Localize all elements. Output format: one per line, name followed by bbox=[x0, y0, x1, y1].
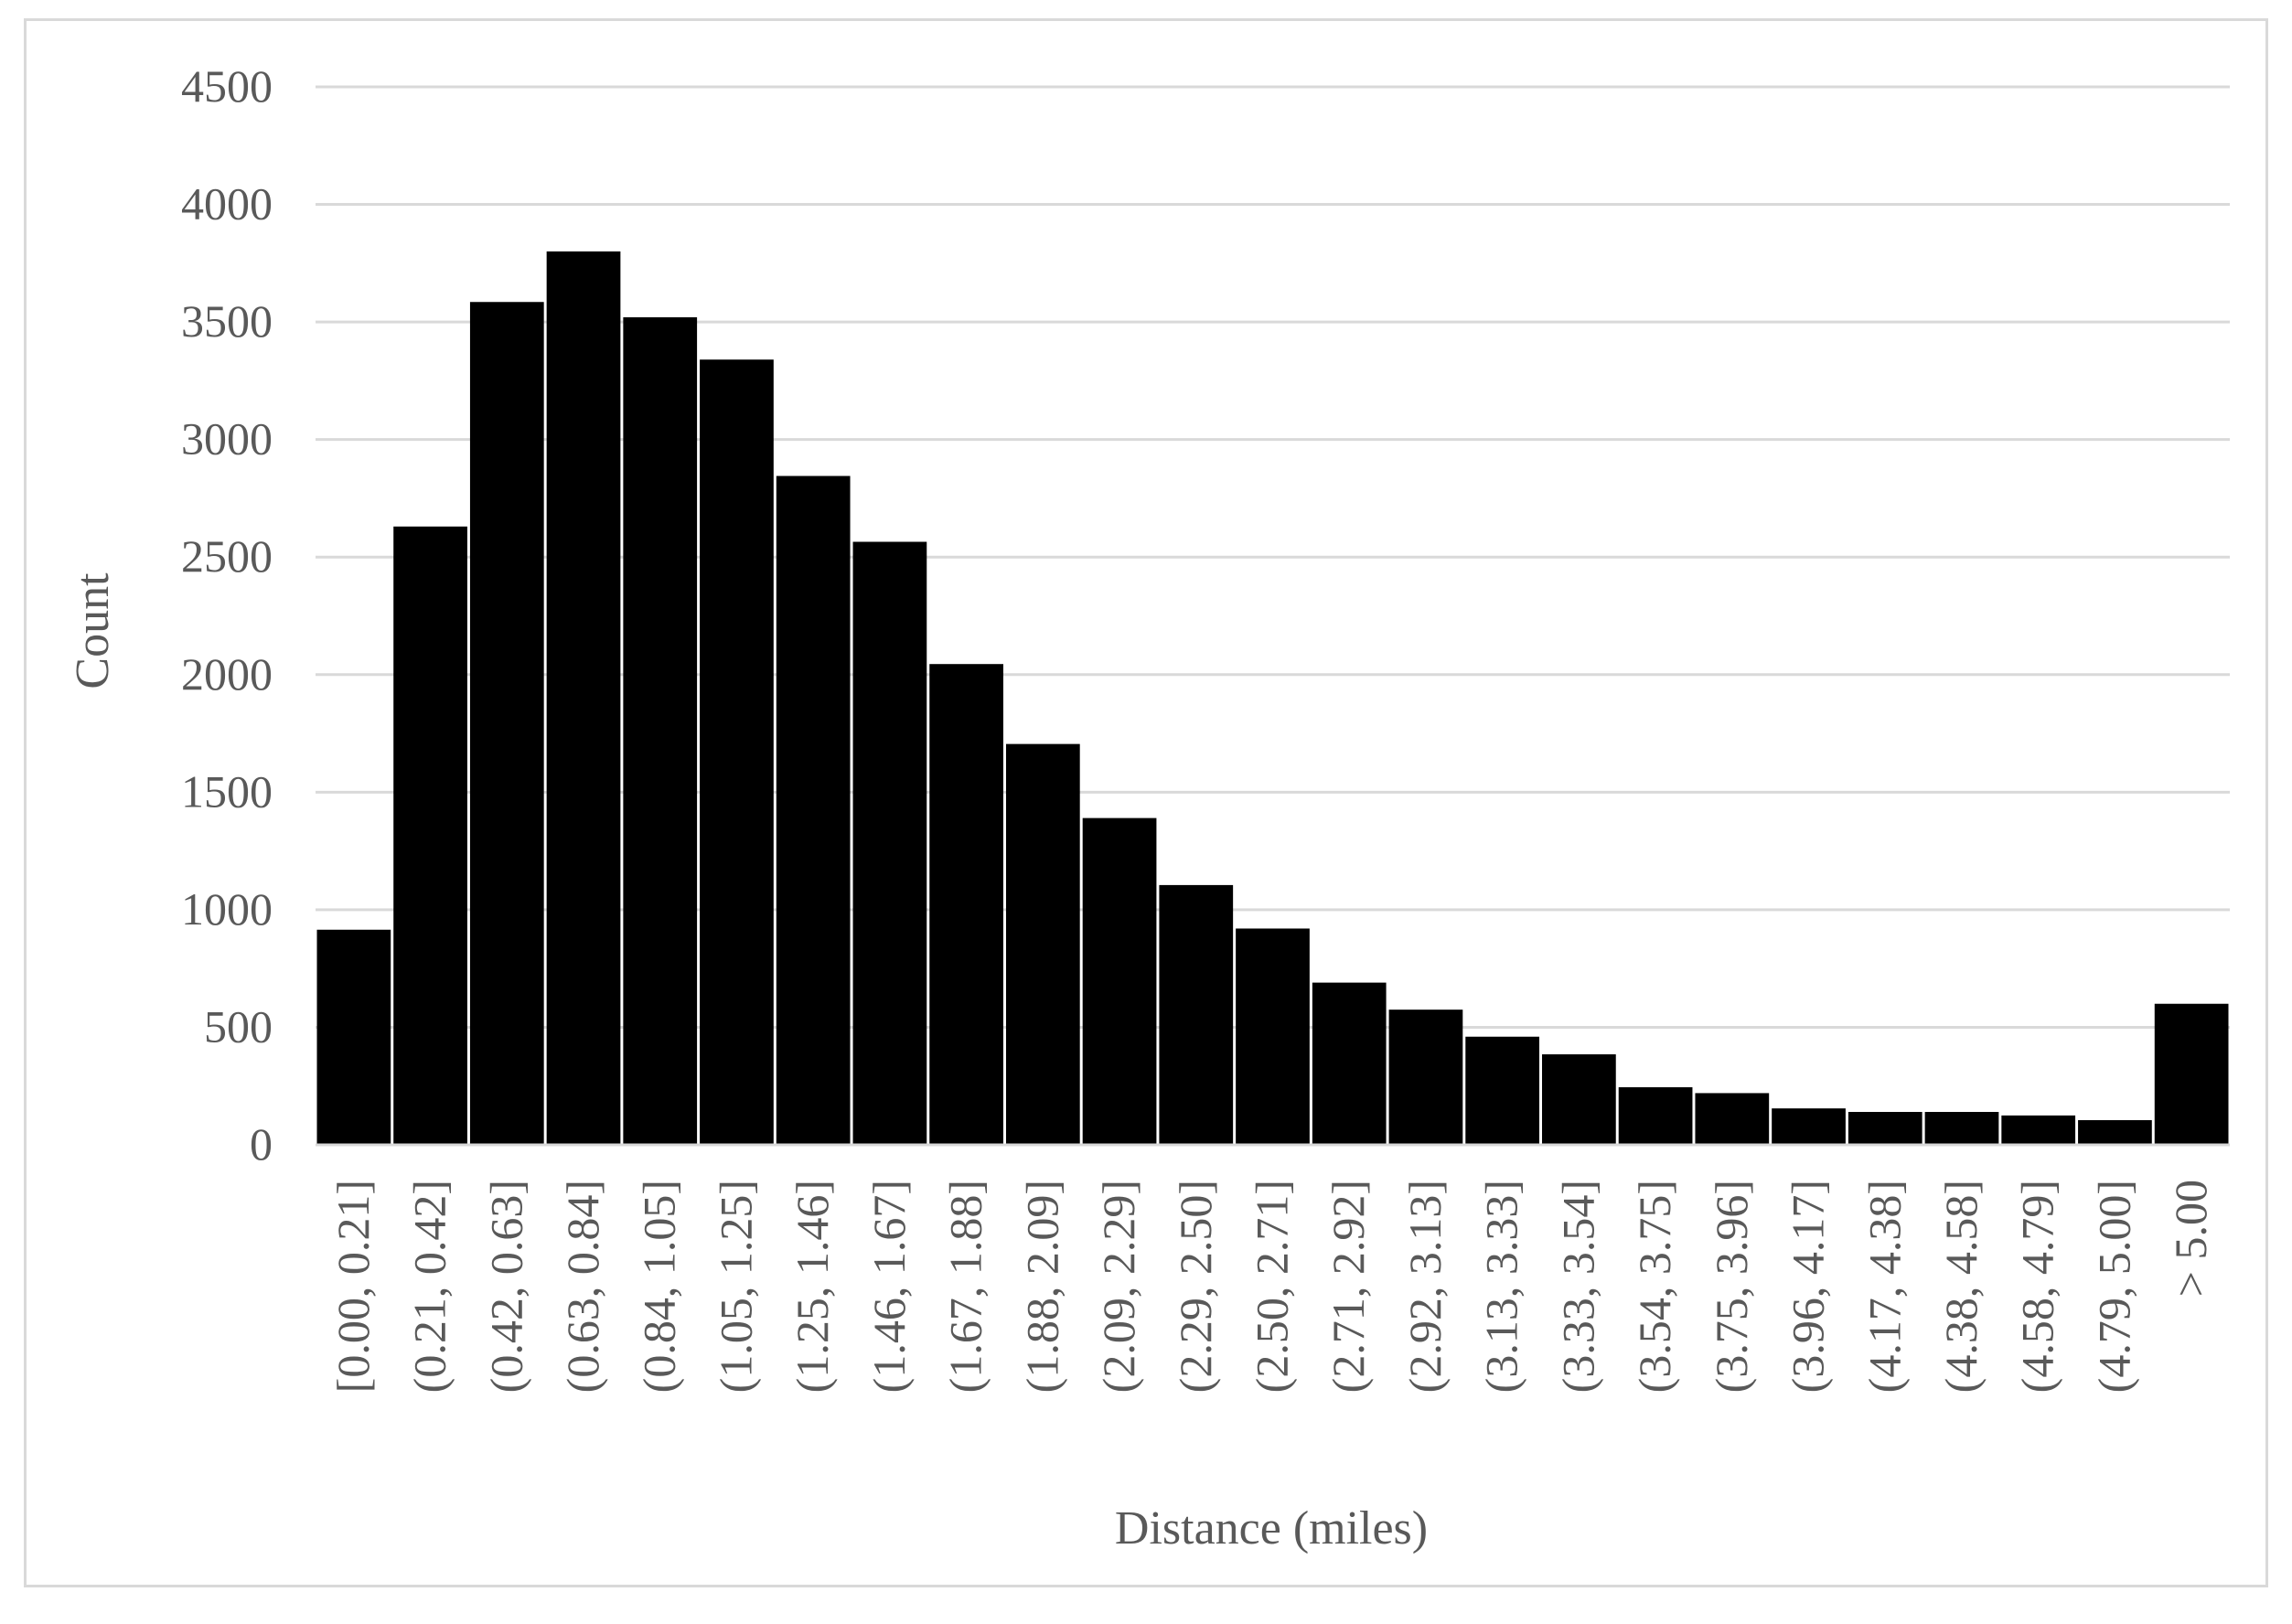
bar bbox=[1236, 928, 1310, 1145]
x-tick-label: (1.88, 2.09] bbox=[1016, 1180, 1067, 1393]
bar bbox=[776, 475, 851, 1145]
x-tick-label: (1.05, 1.25] bbox=[710, 1180, 761, 1393]
x-tick-label: (3.54, 3.75] bbox=[1629, 1180, 1680, 1393]
bar bbox=[852, 541, 927, 1145]
x-tick-label: (0.21, 0.42] bbox=[404, 1180, 455, 1393]
bar bbox=[1005, 743, 1080, 1145]
bar bbox=[1695, 1093, 1770, 1145]
x-tick-label: (3.96, 4.17] bbox=[1783, 1180, 1834, 1393]
bar bbox=[1772, 1108, 1846, 1145]
x-tick-label: (2.09, 2.29] bbox=[1093, 1180, 1144, 1393]
y-tick-label: 500 bbox=[204, 1000, 273, 1052]
bar bbox=[1159, 884, 1234, 1145]
y-tick-label: 1000 bbox=[181, 883, 273, 935]
y-tick-label: 4500 bbox=[181, 60, 273, 112]
bar bbox=[316, 929, 391, 1145]
bar bbox=[2001, 1115, 2076, 1145]
bar bbox=[929, 664, 1003, 1145]
y-tick-label: 2000 bbox=[181, 648, 273, 700]
x-tick-label: (2.71, 2.92] bbox=[1323, 1180, 1374, 1393]
y-tick-label: 2500 bbox=[181, 530, 273, 582]
x-tick-label: (3.75, 3.96] bbox=[1706, 1180, 1757, 1393]
x-tick-label: (1.46, 1.67] bbox=[863, 1180, 915, 1393]
x-tick-label: (4.79, 5.00] bbox=[2088, 1180, 2139, 1393]
bar bbox=[546, 251, 621, 1145]
x-tick-label: > 5.00 bbox=[2165, 1180, 2216, 1297]
y-tick-label: 3500 bbox=[181, 295, 273, 347]
bar bbox=[2078, 1120, 2152, 1145]
x-tick-label: [0.00, 0.21] bbox=[327, 1180, 379, 1393]
x-tick-label: (1.25, 1.46] bbox=[787, 1180, 838, 1393]
bars bbox=[316, 251, 2229, 1146]
x-tick-label: (4.58, 4.79] bbox=[2012, 1180, 2063, 1393]
y-tick-label: 1500 bbox=[181, 765, 273, 817]
bar bbox=[1924, 1112, 1999, 1145]
bar bbox=[1388, 1010, 1463, 1145]
y-tick-labels: 0 500 1000 1500 2000 2500 3000 3500 4000 4500 bbox=[181, 60, 273, 1170]
x-axis-label: Distance (miles) bbox=[1115, 1502, 1428, 1555]
bar bbox=[1312, 982, 1387, 1145]
x-tick-label: (2.92, 3.13] bbox=[1399, 1180, 1451, 1393]
bar bbox=[1618, 1087, 1693, 1145]
bar bbox=[1848, 1112, 1922, 1145]
bar bbox=[700, 359, 774, 1145]
y-tick-label: 0 bbox=[250, 1118, 273, 1170]
x-tick-label: (0.63, 0.84] bbox=[557, 1180, 608, 1393]
bar bbox=[623, 316, 698, 1146]
y-axis-label: Count bbox=[67, 572, 119, 689]
bar bbox=[1542, 1054, 1616, 1145]
bar bbox=[469, 302, 544, 1145]
y-tick-label: 3000 bbox=[181, 413, 273, 465]
bar bbox=[2154, 1003, 2229, 1145]
x-tick-label: (3.13, 3.33] bbox=[1476, 1180, 1527, 1393]
x-tick-label: (4.38, 4.58] bbox=[1935, 1180, 1987, 1393]
bar bbox=[393, 526, 467, 1145]
bar bbox=[1465, 1036, 1540, 1145]
x-tick-label: (2.50, 2.71] bbox=[1247, 1180, 1298, 1393]
x-tick-labels: [0.00, 0.21] (0.21, 0.42] (0.42, 0.63] (0.6… bbox=[327, 1180, 2216, 1393]
x-tick-label: (2.29, 2.50] bbox=[1170, 1180, 1221, 1393]
x-tick-label: (1.67, 1.88] bbox=[940, 1180, 991, 1393]
y-tick-label: 4000 bbox=[181, 178, 273, 230]
x-tick-label: (0.42, 0.63] bbox=[480, 1180, 531, 1393]
x-tick-label: (0.84, 1.05] bbox=[634, 1180, 685, 1393]
x-tick-label: (3.33, 3.54] bbox=[1552, 1180, 1603, 1393]
x-tick-label: (4.17, 4.38] bbox=[1858, 1180, 1910, 1393]
bar bbox=[1082, 817, 1157, 1145]
